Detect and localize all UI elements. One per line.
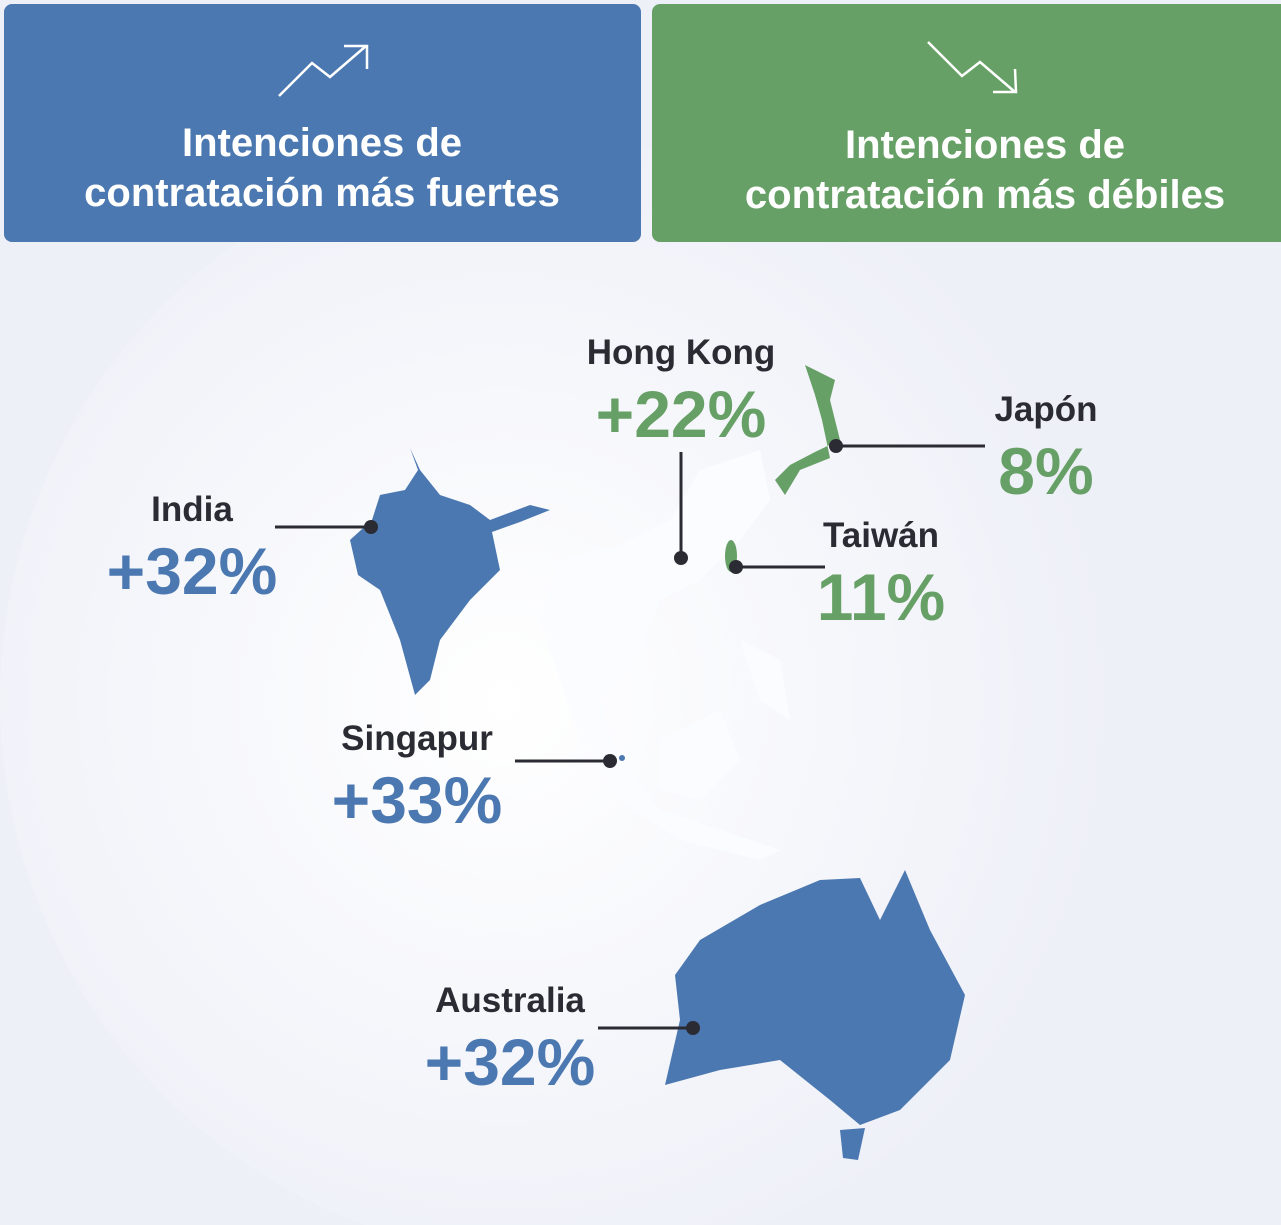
header-title: contratación más fuertes — [84, 171, 560, 215]
marker-dot — [829, 439, 843, 453]
marker-dot — [674, 551, 688, 565]
header-box — [4, 4, 641, 242]
marker-dot — [364, 520, 378, 534]
region-value: 11% — [817, 560, 945, 634]
region-name: Hong Kong — [587, 333, 776, 372]
down-icon — [927, 41, 1018, 94]
region-name: Taiwán — [823, 516, 939, 555]
marker-dot — [686, 1021, 700, 1035]
singapore-shape — [619, 755, 625, 761]
region-value: +33% — [332, 763, 503, 837]
header-box — [652, 4, 1281, 242]
region-value: +32% — [425, 1025, 596, 1099]
header-title: Intenciones de — [845, 123, 1125, 167]
marker-dot — [729, 560, 743, 574]
region-name: Australia — [435, 981, 585, 1020]
india-shape — [350, 448, 550, 695]
region-value: 8% — [998, 434, 1093, 508]
marker-dot — [603, 754, 617, 768]
header-title: Intenciones de — [182, 121, 462, 165]
region-name: Singapur — [341, 719, 493, 758]
land — [540, 450, 780, 860]
australia-shape — [665, 870, 965, 1125]
land — [660, 710, 740, 800]
land — [740, 640, 790, 720]
region-name: India — [151, 490, 233, 529]
region-value: +22% — [596, 377, 767, 451]
japan-shape — [775, 365, 840, 495]
up-icon — [278, 44, 369, 97]
region-name: Japón — [994, 390, 1097, 429]
tasmania-shape — [840, 1128, 865, 1160]
header-title: contratación más débiles — [745, 173, 1225, 217]
region-value: +32% — [107, 534, 278, 608]
